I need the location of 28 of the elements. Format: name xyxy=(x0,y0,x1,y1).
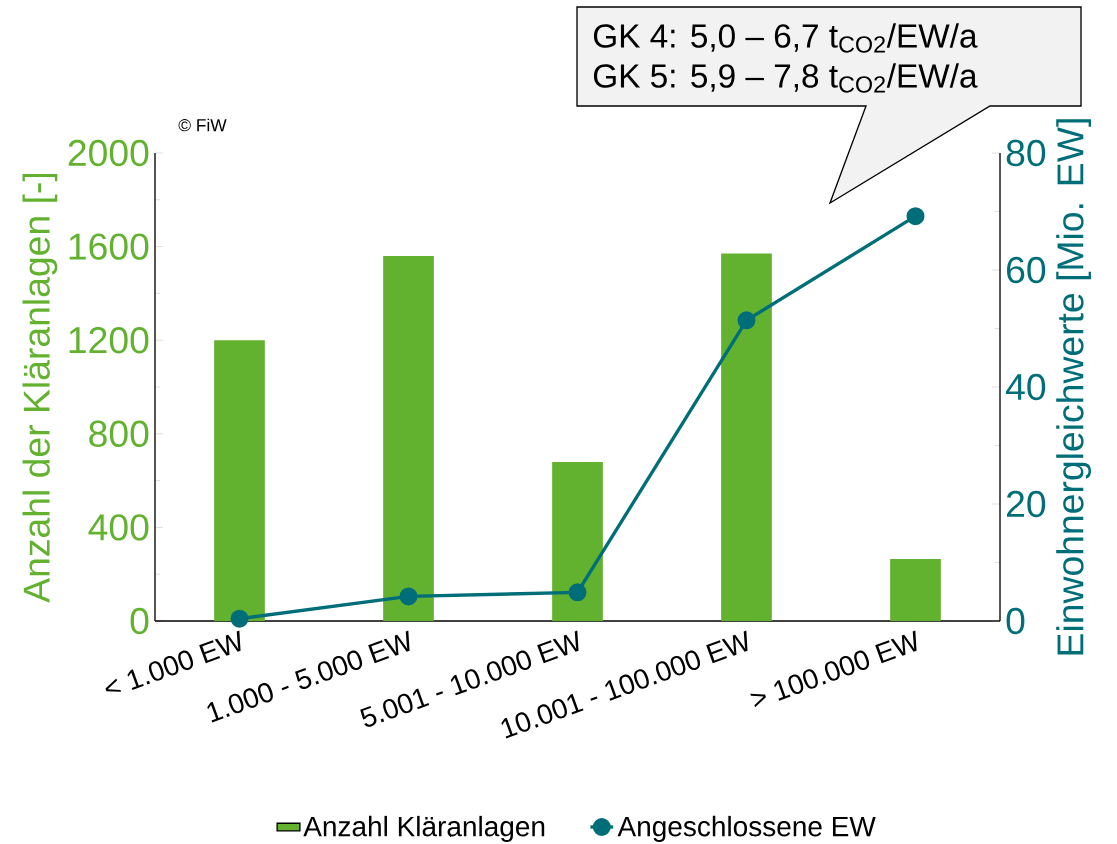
bar xyxy=(721,253,772,621)
point xyxy=(399,587,418,606)
y2-tick-label: 40 xyxy=(1005,373,1046,401)
bar xyxy=(890,558,941,621)
point xyxy=(737,311,756,330)
bar xyxy=(383,255,434,621)
y-tick-label: 1200 xyxy=(69,327,149,354)
y-tick-label: 1600 xyxy=(69,233,149,260)
y2-tick-label: 60 xyxy=(1007,256,1046,284)
point xyxy=(906,207,925,226)
point xyxy=(230,609,249,628)
y-tick-label: 2000 xyxy=(68,139,149,167)
text: GK 4: 5,0 – 6,7 t$_{CO2}$/EW/a xyxy=(593,23,978,53)
bar xyxy=(214,340,265,621)
y-tick-label: 800 xyxy=(89,420,149,448)
bar xyxy=(552,461,603,621)
y2-tick-label: 20 xyxy=(1006,490,1046,518)
legend-label: Angeschlossene EW xyxy=(617,815,876,842)
point xyxy=(568,583,587,602)
text: GK 5: 5,9 – 7,8 t$_{CO2}$/EW/a xyxy=(593,63,978,93)
y-tick-label: 400 xyxy=(88,514,149,541)
y2-tick-label: 80 xyxy=(1006,139,1046,167)
text: © FiW xyxy=(178,118,227,132)
legend-label: Anzahl Kläranlagen xyxy=(303,815,545,842)
y-axis-title: Anzahl der Kläranlagen [-] xyxy=(22,173,58,603)
y2-tick-label: 0 xyxy=(1006,607,1025,635)
y2-axis-title: Einwohnergleichwerte [Mio. EW] xyxy=(1056,119,1091,655)
y-tick-label: 0 xyxy=(130,607,149,635)
